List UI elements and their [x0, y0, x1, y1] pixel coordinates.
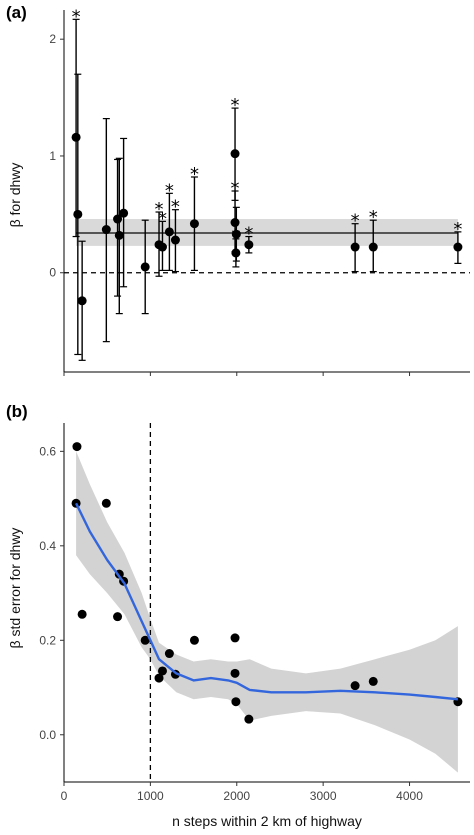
panel-a-reference-lines	[64, 232, 470, 274]
smooth-fit-line	[75, 502, 459, 701]
significance-star-9: *	[158, 208, 167, 229]
data-point-6	[119, 208, 129, 218]
significance-star-12: *	[190, 164, 199, 185]
y-tick-label-1: 1	[49, 149, 56, 163]
panel-b-xlabel: n steps within 2 km of highway	[172, 813, 362, 829]
data-point-18	[368, 676, 378, 686]
panel-b-smooth-band	[76, 451, 458, 773]
data-point-7	[140, 262, 150, 272]
data-point-12	[189, 635, 199, 645]
data-point-4	[113, 612, 123, 622]
data-point-14	[230, 218, 240, 228]
data-point-8	[154, 673, 164, 683]
data-point-3	[101, 225, 111, 235]
panel-b-label: (b)	[6, 402, 28, 421]
data-point-16	[244, 714, 254, 724]
significance-star-17: *	[244, 224, 253, 245]
significance-star-8: *	[155, 199, 164, 220]
y-tick-label-0: 0.0	[39, 728, 56, 742]
data-point-18	[350, 242, 360, 252]
panel-b-axes: 0.0 0.2 0.4 0.6 0 1000 2000 3000 4000	[39, 423, 470, 803]
data-point-4	[113, 214, 123, 224]
panel-a: (a) β for dhwy ********* ** ** 012	[6, 3, 470, 376]
data-point-7	[140, 635, 150, 645]
panel-a-significance-markers: ********* ** **	[72, 6, 463, 247]
significance-star-14: *	[231, 178, 240, 199]
y-tick-label-2: 0.4	[39, 539, 56, 553]
y-tick-label-2: 2	[49, 32, 56, 46]
significance-star-15: *	[231, 226, 240, 247]
data-point-1	[72, 442, 82, 452]
data-point-0	[71, 498, 81, 508]
data-point-10	[164, 649, 174, 659]
y-tick-label-0: 0	[49, 266, 56, 280]
significance-star-19: *	[369, 207, 378, 228]
data-point-9	[157, 242, 167, 252]
data-point-16	[231, 229, 241, 239]
significance-star-13: *	[231, 95, 240, 116]
data-point-11	[170, 235, 180, 245]
data-point-13	[230, 149, 240, 159]
data-point-15	[231, 697, 241, 707]
panel-b-smooth-line	[75, 502, 459, 701]
data-point-17	[350, 681, 360, 691]
x-tick-label-1: 1000	[137, 789, 164, 803]
x-tick-label-4: 4000	[396, 789, 423, 803]
panel-a-axes: 0 1 2	[49, 10, 470, 376]
panel-a-ylabel: β for dhwy	[7, 163, 23, 228]
data-point-12	[189, 219, 199, 229]
panel-b-ylabel: β std error for dhwy	[7, 528, 23, 649]
data-point-15	[231, 248, 241, 258]
data-point-1	[73, 209, 83, 219]
panel-a-points	[71, 132, 463, 306]
data-point-5	[114, 230, 124, 240]
data-point-2	[77, 296, 87, 306]
data-point-19	[368, 242, 378, 252]
panel-a-error-bars	[72, 18, 462, 361]
significance-star-18: *	[351, 211, 360, 232]
y-tick-label-1: 0.2	[39, 633, 56, 647]
data-point-20	[453, 242, 463, 252]
x-tick-label-2: 2000	[223, 789, 250, 803]
data-point-0	[71, 132, 81, 142]
data-point-3	[101, 498, 111, 508]
x-tick-label-0: 0	[61, 789, 68, 803]
panel-a-label: (a)	[6, 3, 27, 22]
data-point-9	[157, 666, 167, 676]
data-point-10	[164, 227, 174, 237]
y-tick-label-3: 0.6	[39, 444, 56, 458]
panel-b: (b) β std error for dhwy n steps within …	[6, 402, 470, 829]
significance-star-10: *	[165, 180, 174, 201]
data-point-17	[244, 240, 254, 250]
smooth-confidence-band	[76, 451, 458, 773]
significance-star-20: *	[453, 219, 462, 240]
data-point-14	[230, 668, 240, 678]
data-point-2	[77, 609, 87, 619]
x-tick-label-3: 3000	[310, 789, 337, 803]
data-point-13	[230, 633, 240, 643]
significance-star-11: *	[171, 197, 180, 218]
significance-star-0: *	[72, 6, 81, 27]
